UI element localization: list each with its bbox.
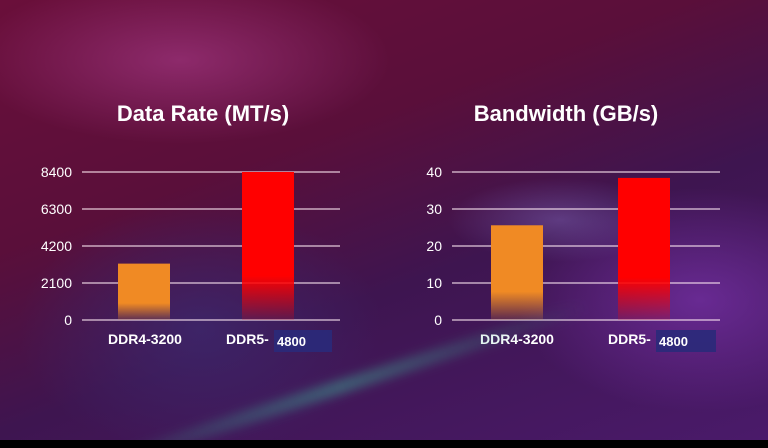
bar-ddr4-3200 — [118, 263, 170, 320]
chart-title: Data Rate (MT/s) — [117, 101, 289, 126]
y-tick-label: 0 — [434, 312, 442, 328]
y-tick-label: 4200 — [41, 238, 72, 254]
x-tick-label: DDR4-3200 — [480, 331, 554, 347]
x-tick-label: DDR5- — [608, 331, 651, 347]
y-tick-label: 8400 — [41, 164, 72, 180]
bar-ddr5-4800 — [242, 172, 294, 320]
x-tick-label: DDR4-3200 — [108, 331, 182, 347]
x-tick-label-suffix: 4800 — [659, 334, 688, 349]
y-tick-label: 40 — [426, 164, 442, 180]
y-tick-label: 20 — [426, 238, 442, 254]
chart-2: Bandwidth (GB/s) 0 10 20 30 40 DDR4-3200 DDR5- 4… — [426, 101, 720, 352]
bar-ddr5-4800 — [618, 177, 670, 320]
x-tick-label-suffix: 4800 — [277, 334, 306, 349]
label-box — [656, 330, 716, 352]
y-tick-label: 0 — [64, 312, 72, 328]
x-tick-label: DDR5- — [226, 331, 269, 347]
chart-1: Data Rate (MT/s) 0 2100 4200 6300 8400 DDR4-32… — [41, 101, 340, 352]
y-tick-label: 6300 — [41, 201, 72, 217]
y-tick-label: 10 — [426, 275, 442, 291]
y-tick-label: 30 — [426, 201, 442, 217]
bar-ddr4-3200 — [491, 225, 543, 320]
y-tick-label: 2100 — [41, 275, 72, 291]
chart-title: Bandwidth (GB/s) — [474, 101, 659, 126]
label-box — [274, 330, 332, 352]
